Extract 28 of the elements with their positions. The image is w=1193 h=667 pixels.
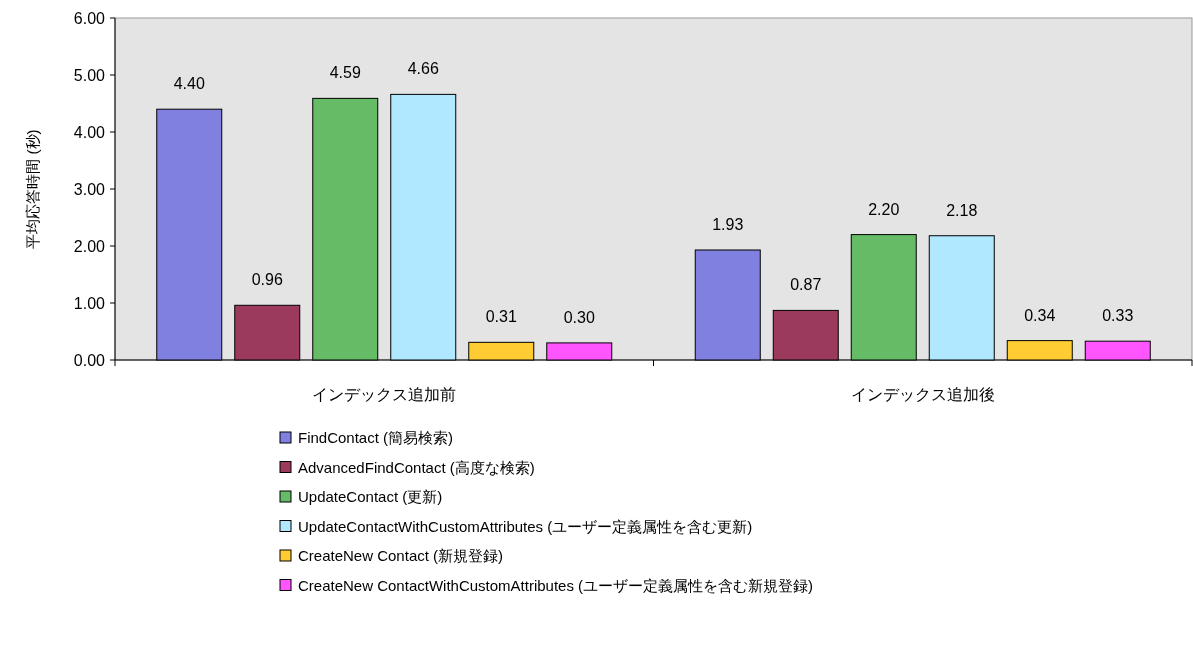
y-tick-label: 4.00 bbox=[73, 124, 106, 141]
y-tick-label: 3.00 bbox=[73, 181, 106, 198]
y-axis-title: 平均応答時間 (秒) bbox=[24, 129, 41, 249]
x-tick-label: インデックス追加後 bbox=[850, 386, 995, 403]
data-label: 4.40 bbox=[173, 75, 205, 93]
data-label: 0.96 bbox=[251, 271, 283, 289]
legend-label: CreateNew Contact (新規登録) bbox=[298, 547, 504, 564]
legend-label: AdvancedFindContact (高度な検索) bbox=[298, 458, 535, 476]
data-label: 4.59 bbox=[329, 64, 361, 82]
data-label: 1.93 bbox=[712, 215, 744, 233]
x-tick-label: インデックス追加前 bbox=[312, 386, 457, 403]
data-label: 0.30 bbox=[563, 308, 595, 326]
data-label: 0.34 bbox=[1024, 306, 1056, 324]
y-tick-label: 2.00 bbox=[73, 238, 106, 255]
legend-label: UpdateContact (更新) bbox=[298, 488, 443, 505]
y-tick-label: 0.00 bbox=[73, 352, 106, 369]
data-label: 0.31 bbox=[485, 308, 517, 326]
y-tick-label: 1.00 bbox=[73, 295, 106, 312]
data-label: 2.18 bbox=[946, 201, 978, 219]
y-tick-label: 5.00 bbox=[73, 67, 106, 84]
data-label: 0.87 bbox=[790, 276, 822, 294]
y-tick-label: 6.00 bbox=[73, 10, 106, 27]
legend-label: UpdateContactWithCustomAttributes (ユーザー定義属性を含む更新) bbox=[298, 517, 753, 535]
legend-label: FindContact (簡易検索) bbox=[298, 429, 454, 446]
legend-label: CreateNew ContactWithCustomAttributes (ユーザー定義属性を含む新規登録) bbox=[298, 576, 814, 594]
data-label: 2.20 bbox=[868, 200, 900, 218]
data-label: 4.66 bbox=[407, 60, 439, 78]
data-label: 0.33 bbox=[1102, 307, 1134, 325]
